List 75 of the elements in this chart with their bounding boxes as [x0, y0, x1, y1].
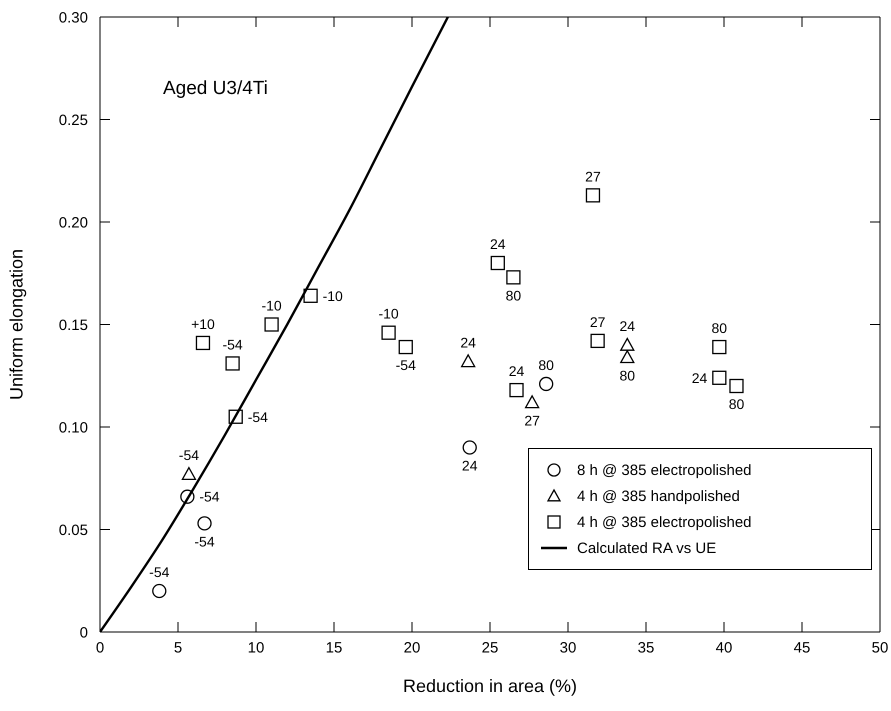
point	[152, 584, 166, 598]
legend-label: Calculated RA vs UE	[577, 540, 716, 556]
legend-label: 4 h @ 385 handpolished	[577, 488, 740, 504]
point	[586, 188, 600, 202]
annotation: 80	[728, 396, 744, 412]
point	[620, 338, 634, 351]
annotation: 80	[712, 320, 728, 336]
x-tick-label: 25	[482, 640, 498, 657]
annotation: -10	[378, 306, 399, 322]
point	[712, 340, 726, 354]
point	[398, 340, 413, 354]
annotation: -54	[248, 408, 268, 425]
x-tick-label: 30	[560, 640, 576, 657]
point	[506, 270, 521, 284]
x-tick-label: 15	[326, 640, 342, 657]
point	[509, 382, 524, 398]
x-axis-title: Reduction in area (%)	[402, 676, 578, 696]
annotation: +10	[191, 316, 216, 332]
annotation: -54	[222, 336, 243, 352]
point	[524, 395, 540, 408]
annotation: -54	[194, 533, 215, 550]
x-tick-label: 10	[248, 640, 264, 657]
annotation: 24	[462, 458, 478, 474]
point	[620, 350, 634, 364]
annotation: 80	[619, 367, 636, 384]
annotation: 27	[585, 168, 601, 184]
y-tick-label: 0.10	[58, 419, 88, 436]
point	[228, 410, 243, 424]
annotation: -54	[149, 564, 170, 580]
y-axis-title: Uniform elongation	[6, 248, 26, 400]
point	[303, 288, 318, 303]
annotation: -54	[178, 447, 200, 464]
point	[264, 317, 279, 332]
y-tick-label: 0.05	[58, 522, 88, 539]
point	[182, 467, 196, 480]
annotation: 80	[506, 287, 522, 304]
annotation: 24	[490, 236, 506, 252]
point	[490, 256, 505, 270]
point	[729, 378, 744, 394]
x-tick-label: 40	[716, 640, 732, 657]
annotation: -54	[199, 488, 220, 505]
point	[225, 356, 240, 371]
annotation: 27	[524, 412, 540, 428]
y-tick-label: 0	[80, 624, 88, 642]
x-tick-label: 35	[638, 640, 654, 657]
legend-label: 4 h @ 385 electropolished	[577, 514, 752, 530]
annotation: 24	[508, 363, 525, 380]
annotation: 24	[619, 318, 636, 334]
annotation: -10	[261, 298, 282, 314]
point	[461, 354, 476, 368]
y-tick-label: 0.30	[58, 9, 88, 26]
x-tick-label: 50	[872, 640, 888, 657]
x-tick-label: 0	[96, 640, 104, 657]
y-tick-label: 0.25	[58, 112, 88, 129]
point	[712, 370, 726, 385]
annotation: -54	[396, 357, 416, 374]
point	[196, 336, 210, 350]
annotation: 80	[538, 356, 554, 373]
x-tick-label: 20	[404, 640, 420, 657]
point	[539, 376, 554, 392]
x-tick-label: 5	[174, 640, 182, 657]
y-tick-label: 0.15	[58, 316, 88, 334]
annotation: 24	[460, 334, 476, 350]
point	[180, 490, 195, 504]
annotation: 24	[692, 370, 708, 386]
legend-label: 8 h @ 385 electropolished	[577, 462, 752, 478]
annotation: Aged U3/4Ti	[163, 78, 268, 100]
point	[381, 326, 396, 340]
point	[462, 440, 477, 455]
point	[590, 334, 605, 348]
annotation: -10	[322, 288, 344, 304]
annotation: 27	[590, 314, 606, 330]
point	[197, 516, 212, 530]
x-tick-label: 45	[794, 640, 810, 657]
y-tick-label: 0.20	[58, 214, 88, 232]
